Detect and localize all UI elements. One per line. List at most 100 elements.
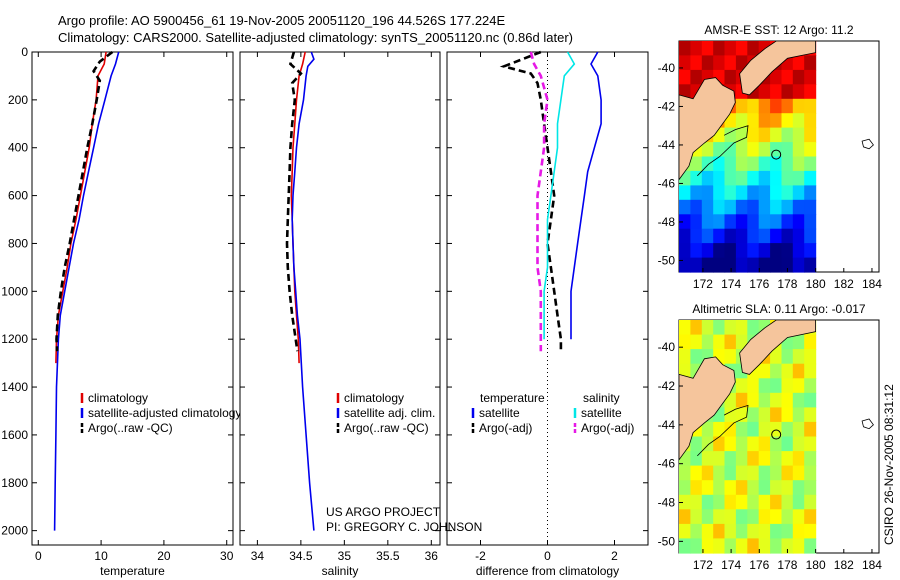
map-cell (735, 378, 748, 394)
map-cell (781, 349, 794, 365)
map-cell (735, 509, 748, 525)
map-cell (690, 320, 703, 336)
map-cell (804, 170, 817, 186)
map-cell (724, 156, 737, 172)
y-tick-label: -50 (658, 534, 676, 548)
map-cell (792, 421, 805, 438)
map-cell (724, 41, 737, 56)
map-cell (735, 523, 748, 540)
map-cell (747, 421, 760, 438)
series-line-argo-raw-qc- (285, 51, 303, 352)
map-cell (724, 214, 737, 230)
map-cell (781, 538, 794, 554)
map-cell (690, 523, 703, 540)
map-cell (713, 494, 726, 510)
map-cell (758, 199, 771, 215)
map-cell (735, 55, 748, 71)
map-cell (781, 98, 794, 114)
map-cell (781, 407, 794, 423)
x-axis-label: salinity (322, 564, 359, 578)
map-cell (679, 538, 691, 554)
map-cell (713, 156, 726, 172)
map-cell (770, 156, 783, 172)
map-cell (792, 199, 805, 215)
map-cell (792, 436, 805, 452)
series-line-temperature-satellite (570, 51, 602, 340)
map-cell (781, 465, 794, 481)
map-cell (690, 55, 703, 71)
map-cell (747, 113, 760, 129)
north-island-land (739, 40, 816, 96)
map-cell (690, 436, 703, 452)
map-cell (713, 257, 726, 273)
map-cell (781, 363, 794, 379)
map-cell (792, 98, 805, 114)
map-cell (724, 465, 737, 481)
map-cell (804, 243, 817, 259)
map-cell (701, 421, 714, 438)
map-cell (701, 243, 714, 259)
map-cell (679, 465, 691, 481)
map-cell (690, 199, 703, 215)
x-tick-label: 180 (806, 558, 826, 572)
map-cell (690, 451, 703, 467)
map-cell (701, 523, 714, 540)
x-tick-label: 20 (157, 549, 171, 563)
map-cell (747, 156, 760, 172)
map-cell (781, 451, 794, 467)
map-cell (724, 257, 737, 273)
map-cell (679, 480, 691, 496)
header-line-1: Argo profile: AO 5900456_61 19-Nov-2005 … (58, 13, 506, 28)
map-cell (679, 41, 691, 56)
map-cell (679, 334, 691, 350)
map-cell (747, 494, 760, 510)
map-cell (781, 199, 794, 215)
legend-entry: satellite (479, 406, 520, 420)
map-cell (690, 334, 703, 350)
x-tick-label: 34 (251, 549, 265, 563)
map-cell (724, 349, 737, 365)
map-cell (713, 523, 726, 540)
map-cell (770, 480, 783, 496)
map-cell (792, 243, 805, 259)
header-line-2: Climatology: CARS2000. Satellite-adjuste… (58, 30, 573, 45)
map-cell (758, 113, 771, 129)
map-cell (781, 113, 794, 129)
map-cell (690, 480, 703, 496)
x-tick-label: -2 (475, 549, 486, 563)
map-cell (724, 69, 737, 85)
map-cell (781, 436, 794, 452)
map-cell (679, 243, 691, 259)
map-cell (713, 538, 726, 554)
map-cell (770, 407, 783, 423)
map-cell (747, 142, 760, 158)
y-tick-label: 1800 (1, 476, 28, 490)
map-cell (804, 509, 817, 525)
legend-entry: Argo(-adj) (581, 421, 634, 435)
map-cell (679, 214, 691, 230)
bathymetry-contour (697, 125, 749, 177)
map-cell (713, 185, 726, 201)
map-cell (758, 84, 771, 100)
map-cell (701, 185, 714, 201)
map-cell (770, 69, 783, 85)
map-cell (690, 214, 703, 230)
map-cell (735, 214, 748, 230)
map-cell (679, 55, 691, 71)
map-cell (713, 320, 726, 336)
map-cell (792, 127, 805, 143)
map-cell (781, 156, 794, 172)
map-cell (724, 523, 737, 540)
map-cell (804, 257, 817, 273)
y-tick-label: -48 (658, 496, 676, 510)
map-cell (770, 523, 783, 540)
map-cell (679, 228, 691, 244)
map-cell (781, 214, 794, 230)
map-cell (770, 451, 783, 467)
map-cell (701, 55, 714, 71)
y-tick-label: 1000 (1, 284, 28, 298)
x-tick-label: 176 (749, 277, 769, 291)
map-cell (770, 199, 783, 215)
legend-entry: satellite-adjusted climatology (88, 406, 241, 420)
